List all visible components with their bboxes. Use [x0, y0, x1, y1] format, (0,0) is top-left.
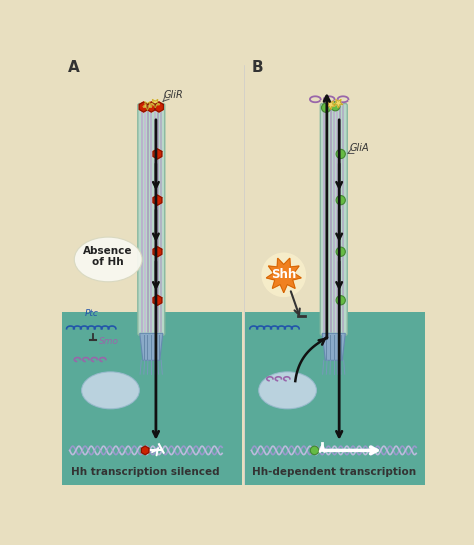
Polygon shape — [72, 327, 211, 485]
Polygon shape — [153, 247, 162, 257]
Text: GliR: GliR — [164, 90, 183, 100]
Polygon shape — [140, 334, 163, 360]
Text: Hh-dependent transcription: Hh-dependent transcription — [252, 467, 416, 477]
Polygon shape — [147, 102, 155, 112]
Polygon shape — [334, 99, 343, 108]
FancyBboxPatch shape — [320, 104, 347, 335]
Polygon shape — [153, 295, 162, 305]
Polygon shape — [266, 258, 301, 293]
Text: Ptc: Ptc — [85, 308, 99, 318]
Circle shape — [336, 295, 346, 305]
Circle shape — [336, 149, 346, 159]
Polygon shape — [153, 149, 162, 159]
Circle shape — [321, 103, 331, 112]
Bar — [245, 312, 425, 485]
Polygon shape — [141, 446, 149, 455]
Text: Hh transcription silenced: Hh transcription silenced — [71, 467, 219, 477]
Polygon shape — [139, 102, 148, 112]
Circle shape — [331, 101, 340, 111]
Bar — [62, 312, 242, 485]
Polygon shape — [72, 327, 210, 485]
Text: GliA: GliA — [350, 143, 370, 153]
Text: Shh: Shh — [271, 268, 296, 281]
Ellipse shape — [74, 237, 142, 282]
Circle shape — [336, 247, 346, 256]
Text: Absence
of Hh: Absence of Hh — [83, 246, 133, 267]
Circle shape — [310, 446, 319, 455]
Polygon shape — [151, 99, 160, 108]
Text: Smo: Smo — [99, 337, 119, 346]
Polygon shape — [153, 195, 162, 205]
Polygon shape — [143, 102, 152, 110]
FancyBboxPatch shape — [138, 104, 165, 335]
Text: A: A — [68, 59, 80, 75]
Polygon shape — [251, 327, 394, 485]
Polygon shape — [155, 102, 164, 112]
Polygon shape — [326, 101, 335, 110]
Ellipse shape — [261, 252, 306, 297]
Polygon shape — [322, 334, 346, 360]
Ellipse shape — [259, 372, 317, 409]
Text: B: B — [251, 59, 263, 75]
Ellipse shape — [82, 372, 139, 409]
Circle shape — [336, 196, 346, 205]
